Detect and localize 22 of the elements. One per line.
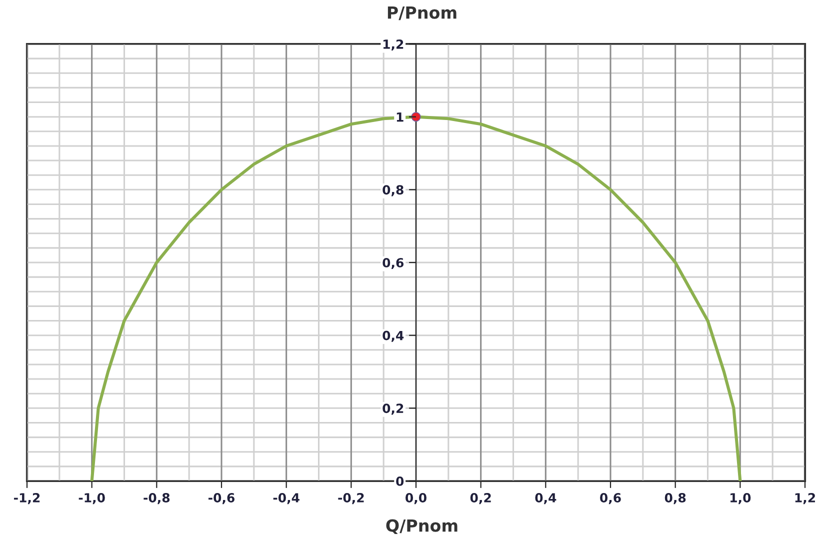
x-tick-label: -0,2 <box>338 493 364 504</box>
x-axis-title: Q/Pnom <box>386 519 458 534</box>
y-tick-label: 1,2 <box>383 39 404 51</box>
y-tick-label: 0,4 <box>382 330 404 342</box>
x-tick-label: 1,0 <box>730 493 751 504</box>
y-tick-label: 0 <box>396 476 404 486</box>
y-tick-label: 0,2 <box>382 404 404 415</box>
chart-title: P/Pnom <box>388 6 456 20</box>
x-tick-label: 0,6 <box>600 493 621 504</box>
x-tick-label: 1,2 <box>795 493 815 504</box>
x-tick-label: -0,6 <box>208 493 234 504</box>
y-tick-label: 0,6 <box>382 258 404 270</box>
x-tick-label: -0,4 <box>273 493 300 504</box>
y-tick-label: 1 <box>396 112 404 122</box>
x-tick-label: -1,2 <box>14 493 40 504</box>
x-tick-label: 0,4 <box>535 493 556 504</box>
x-tick-label: 0,0 <box>406 493 426 504</box>
x-tick-label: -0,8 <box>144 493 170 504</box>
x-tick-label: -1,0 <box>78 493 105 504</box>
x-tick-label: 0,2 <box>470 493 491 504</box>
y-tick-label: 0,8 <box>382 185 404 196</box>
x-tick-label: 0,8 <box>664 493 686 504</box>
